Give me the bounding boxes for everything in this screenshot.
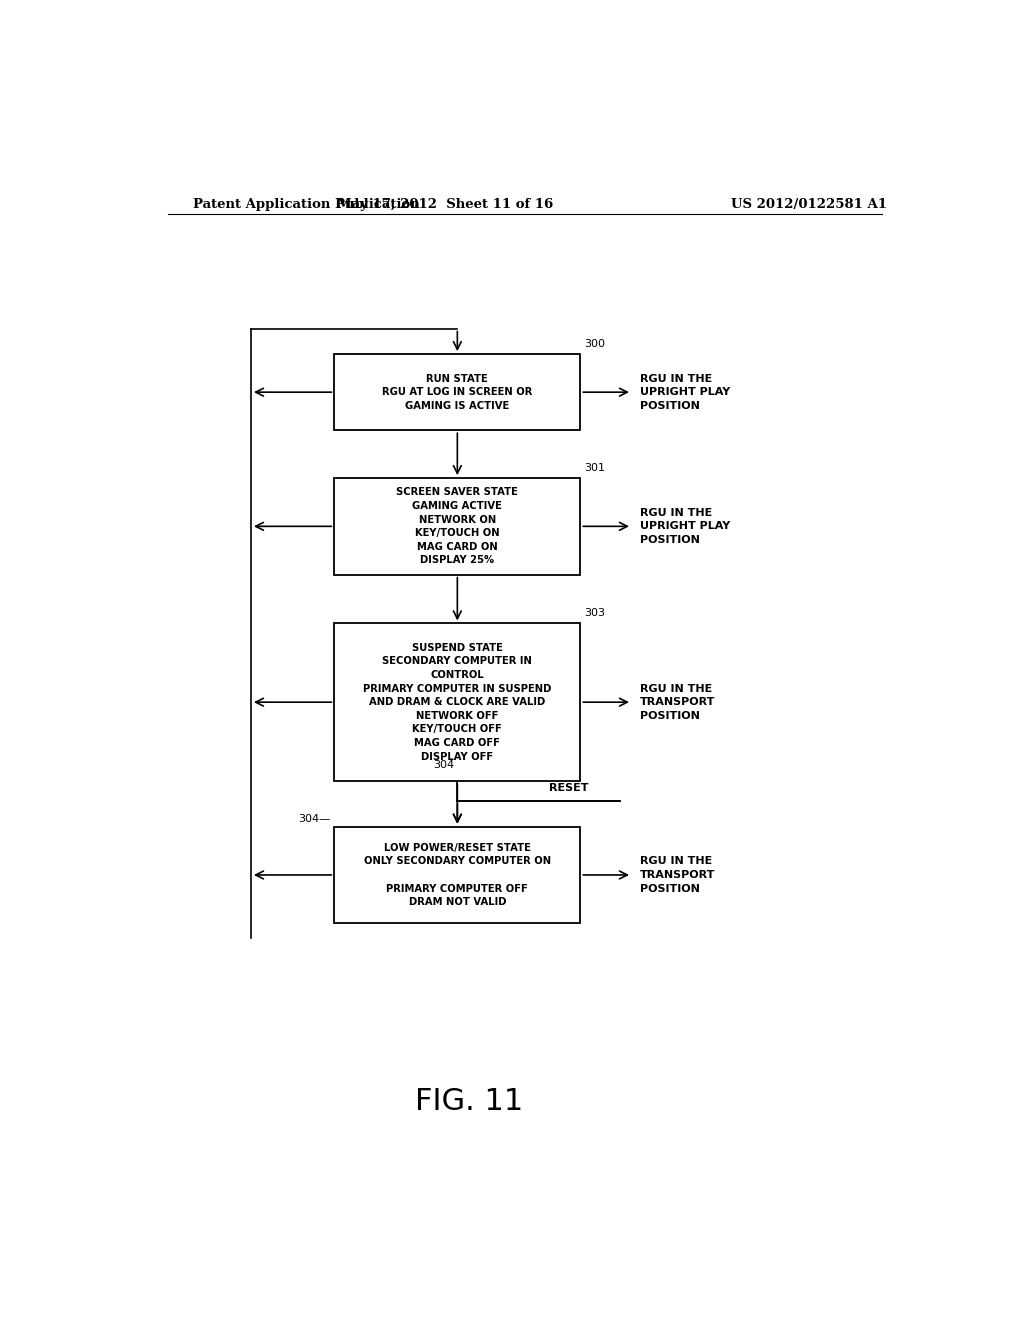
- Text: US 2012/0122581 A1: US 2012/0122581 A1: [731, 198, 887, 211]
- Text: RGU IN THE
TRANSPORT
POSITION: RGU IN THE TRANSPORT POSITION: [640, 684, 715, 721]
- Text: SCREEN SAVER STATE
GAMING ACTIVE
NETWORK ON
KEY/TOUCH ON
MAG CARD ON
DISPLAY 25%: SCREEN SAVER STATE GAMING ACTIVE NETWORK…: [396, 487, 518, 565]
- Text: 301: 301: [585, 463, 605, 473]
- Text: May 17, 2012  Sheet 11 of 16: May 17, 2012 Sheet 11 of 16: [337, 198, 554, 211]
- Text: SUSPEND STATE
SECONDARY COMPUTER IN
CONTROL
PRIMARY COMPUTER IN SUSPEND
AND DRAM: SUSPEND STATE SECONDARY COMPUTER IN CONT…: [364, 643, 552, 762]
- Text: 300: 300: [585, 339, 605, 348]
- Bar: [334, 623, 581, 781]
- Text: RESET: RESET: [549, 783, 588, 792]
- Text: RGU IN THE
UPRIGHT PLAY
POSITION: RGU IN THE UPRIGHT PLAY POSITION: [640, 374, 730, 411]
- Text: FIG. 11: FIG. 11: [415, 1088, 523, 1117]
- Text: RGU IN THE
UPRIGHT PLAY
POSITION: RGU IN THE UPRIGHT PLAY POSITION: [640, 508, 730, 545]
- Bar: [334, 354, 581, 430]
- Bar: [334, 826, 581, 923]
- Text: RUN STATE
RGU AT LOG IN SCREEN OR
GAMING IS ACTIVE: RUN STATE RGU AT LOG IN SCREEN OR GAMING…: [382, 374, 532, 411]
- Text: RGU IN THE
TRANSPORT
POSITION: RGU IN THE TRANSPORT POSITION: [640, 857, 715, 894]
- Text: 303: 303: [585, 609, 605, 618]
- Text: 304: 304: [433, 760, 455, 770]
- Text: LOW POWER/RESET STATE
ONLY SECONDARY COMPUTER ON

PRIMARY COMPUTER OFF
DRAM NOT : LOW POWER/RESET STATE ONLY SECONDARY COM…: [364, 842, 551, 907]
- Text: Patent Application Publication: Patent Application Publication: [194, 198, 420, 211]
- Text: 304—: 304—: [298, 814, 331, 825]
- Bar: [334, 478, 581, 574]
